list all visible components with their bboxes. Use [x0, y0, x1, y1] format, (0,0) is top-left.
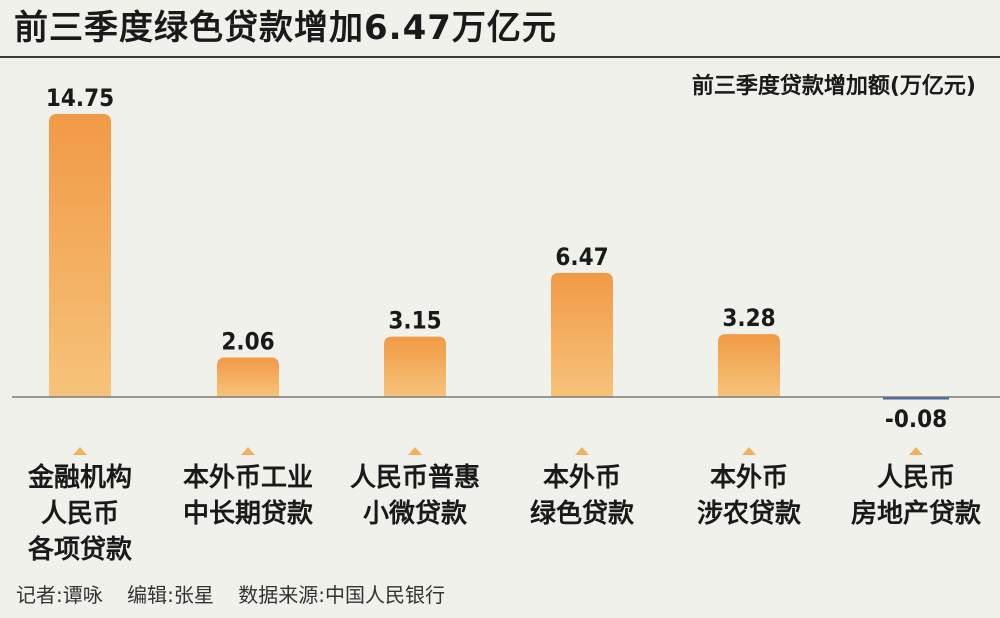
category-marker-icon	[408, 447, 422, 455]
chart-title: 前三季度绿色贷款增加6.47万亿元	[14, 8, 557, 48]
category-label-1-line-1: 中长期贷款	[183, 498, 314, 529]
value-label-3: 6.47	[555, 243, 608, 271]
title-divider	[0, 56, 1000, 58]
credit-editor: 编辑:张星	[127, 583, 214, 607]
category-marker-icon	[241, 447, 255, 455]
bar-1	[217, 357, 279, 397]
bar-3	[551, 272, 613, 397]
category-label-1-line-0: 本外币工业	[183, 463, 313, 493]
bar-0	[49, 114, 111, 397]
bars-group	[49, 114, 949, 400]
category-label-4-line-0: 本外币	[710, 463, 788, 493]
category-label-4-line-1: 涉农贷款	[697, 498, 802, 529]
category-label-0-line-2: 各项贷款	[27, 534, 133, 565]
unit-label: 前三季度贷款增加额(万亿元)	[691, 74, 976, 99]
bar-4	[718, 334, 780, 397]
category-label-2-line-0: 人民币普惠	[350, 462, 480, 493]
value-label-1: 2.06	[221, 327, 274, 355]
category-marker-icon	[73, 447, 87, 455]
category-label-0-line-1: 人民币	[41, 499, 119, 529]
credit-source: 数据来源:中国人民银行	[238, 583, 445, 607]
bar-2	[384, 336, 446, 397]
value-label-4: 3.28	[722, 304, 775, 332]
credits: 记者:谭咏 编辑:张星 数据来源:中国人民银行	[16, 580, 463, 610]
bar-chart: 14.752.063.156.473.28-0.08 金融机构人民币各项贷款本外…	[12, 84, 1000, 565]
category-marker-icon	[909, 447, 923, 455]
credit-reporter: 记者:谭咏	[16, 583, 103, 607]
category-label-0-line-0: 金融机构	[27, 462, 132, 493]
category-label-3-line-0: 本外币	[543, 463, 621, 493]
category-label-5-line-1: 房地产贷款	[851, 498, 982, 529]
category-label-3-line-1: 绿色贷款	[530, 498, 635, 529]
value-label-2: 3.15	[388, 307, 441, 335]
value-label-5: -0.08	[885, 405, 947, 433]
value-label-0: 14.75	[46, 84, 114, 112]
value-labels-group: 14.75 2.06 3.15 6.47 3.28 -0.08	[46, 84, 947, 433]
category-labels-group: 金融机构人民币各项贷款本外币工业中长期贷款人民币普惠小微贷款本外币绿色贷款本外币…	[27, 447, 982, 565]
category-label-2-line-1: 小微贷款	[363, 498, 468, 529]
bar-5	[883, 397, 949, 400]
category-label-5-line-0: 人民币	[877, 463, 955, 493]
category-marker-icon	[742, 447, 756, 455]
category-marker-icon	[575, 447, 589, 455]
